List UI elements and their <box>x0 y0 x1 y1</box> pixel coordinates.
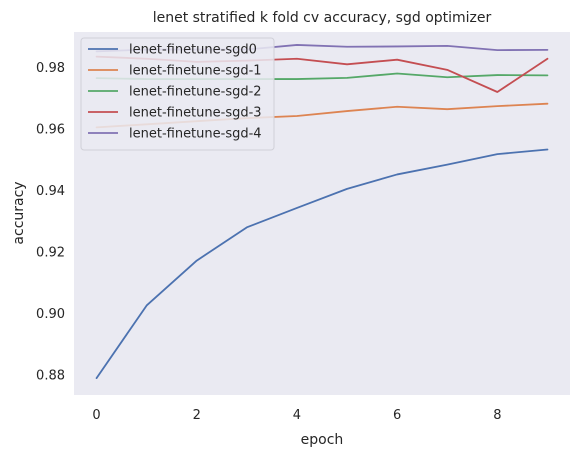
x-tick-label: 0 <box>92 408 100 423</box>
x-tick-label: 8 <box>493 408 501 423</box>
x-tick-label: 2 <box>193 408 201 423</box>
y-tick-label: 0.92 <box>36 245 65 260</box>
series-line-0 <box>95 148 549 379</box>
legend-item: lenet-finetune-sgd-2 <box>88 85 262 100</box>
legend-label: lenet-finetune-sgd0 <box>129 43 257 58</box>
legend-label: lenet-finetune-sgd-3 <box>129 106 262 121</box>
x-tick-label: 4 <box>293 408 301 423</box>
legend-box <box>80 37 275 151</box>
legend-label: lenet-finetune-sgd-1 <box>129 64 262 79</box>
legend-item: lenet-finetune-sgd-3 <box>88 106 262 121</box>
y-tick-label: 0.96 <box>36 122 65 137</box>
x-tick-label: 6 <box>393 408 401 423</box>
legend-item: lenet-finetune-sgd-4 <box>88 127 262 142</box>
y-tick-label: 0.94 <box>36 184 65 199</box>
legend-label: lenet-finetune-sgd-4 <box>129 127 262 142</box>
legend-label: lenet-finetune-sgd-2 <box>129 85 262 100</box>
legend-items: lenet-finetune-sgd0 lenet-finetune-sgd-1 l… <box>88 43 262 142</box>
legend-item: lenet-finetune-sgd-1 <box>88 64 262 79</box>
chart-title: lenet stratified k fold cv accuracy, sgd… <box>153 10 492 26</box>
y-axis-label: accuracy <box>11 181 27 244</box>
x-axis-ticks: 0 2 4 6 8 <box>92 408 501 423</box>
legend: lenet-finetune-sgd0 lenet-finetune-sgd-1 l… <box>80 37 275 151</box>
y-axis-ticks: 0.88 0.90 0.92 0.94 0.96 0.98 <box>36 61 65 384</box>
x-axis-label: epoch <box>301 432 344 448</box>
y-tick-label: 0.88 <box>36 369 65 384</box>
y-tick-label: 0.90 <box>36 307 65 322</box>
legend-item: lenet-finetune-sgd0 <box>88 43 257 58</box>
y-tick-label: 0.98 <box>36 61 65 76</box>
